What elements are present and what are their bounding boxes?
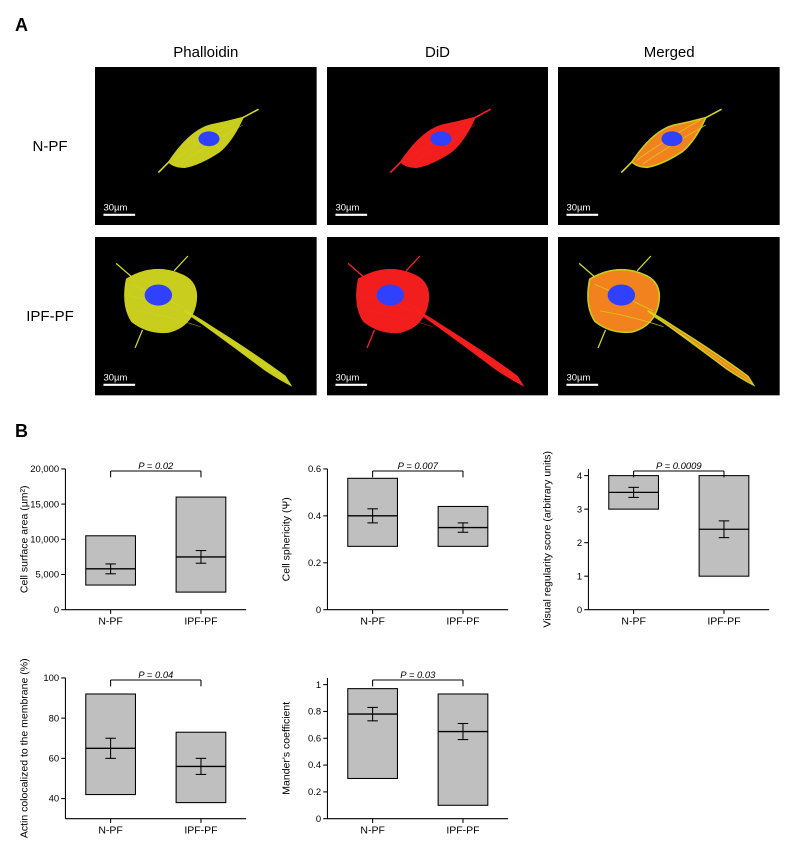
svg-text:P = 0.03: P = 0.03: [400, 670, 436, 681]
svg-text:0: 0: [54, 605, 59, 616]
svg-text:Cell surface area (µm²): Cell surface area (µm²): [19, 485, 31, 593]
svg-text:N-PF: N-PF: [360, 615, 385, 627]
svg-text:Mander's coefficient: Mander's coefficient: [280, 702, 292, 795]
svg-text:0.2: 0.2: [308, 787, 321, 798]
svg-text:IPF-PF: IPF-PF: [708, 615, 741, 627]
svg-text:P = 0.04: P = 0.04: [138, 670, 173, 681]
svg-text:Visual regularity score (arbit: Visual regularity score (arbitrary units…: [542, 451, 554, 628]
micro-ipf-merged: 30µm: [558, 237, 780, 395]
panel-a-col-headers: Phalloidin DiD Merged: [15, 44, 780, 61]
svg-text:10,000: 10,000: [30, 534, 59, 545]
svg-text:0: 0: [316, 814, 321, 825]
svg-text:0: 0: [316, 605, 321, 616]
svg-text:IPF-PF: IPF-PF: [184, 824, 217, 836]
panel-a: A Phalloidin DiD Merged N-PF 30µm 30µm: [15, 15, 780, 396]
micro-npf-did: 30µm: [327, 67, 549, 225]
svg-text:P = 0.02: P = 0.02: [138, 461, 174, 472]
micro-ipf-did: 30µm: [327, 237, 549, 395]
svg-text:20,000: 20,000: [30, 464, 59, 475]
svg-text:30µm: 30µm: [567, 373, 591, 384]
svg-text:30µm: 30µm: [103, 203, 127, 214]
svg-text:0.8: 0.8: [308, 706, 321, 717]
svg-text:Actin colocalized to the membr: Actin colocalized to the membrane (%): [19, 659, 31, 838]
col-header-did: DiD: [327, 44, 549, 61]
svg-text:0.6: 0.6: [308, 733, 321, 744]
svg-text:0.4: 0.4: [308, 511, 321, 522]
svg-text:3: 3: [577, 504, 582, 515]
svg-text:1: 1: [577, 571, 582, 582]
svg-text:30µm: 30µm: [567, 203, 591, 214]
panel-b-grid: 0 5,000 10,000 15,000 20,000 N-PF IPF-PF P = 0.…: [15, 450, 780, 848]
panel-a-row-ipf: IPF-PF 30µm 30µm: [15, 237, 780, 395]
svg-text:Cell sphericity (Ψ): Cell sphericity (Ψ): [280, 497, 292, 581]
svg-text:0.4: 0.4: [308, 760, 321, 771]
chart-manders: 0 0.2 0.4 0.6 0.8 1 N-PF IPF-PF P = 0.03 Mander's…: [277, 659, 519, 848]
panel-a-row-npf: N-PF 30µm 30µm 30µm: [15, 67, 780, 225]
svg-text:4: 4: [577, 470, 582, 481]
svg-text:0: 0: [577, 605, 582, 616]
row-label-ipf: IPF-PF: [15, 308, 85, 325]
svg-text:P = 0.007: P = 0.007: [397, 461, 438, 472]
svg-text:P = 0.0009: P = 0.0009: [656, 461, 702, 472]
panel-b-label: B: [15, 421, 780, 442]
svg-text:1: 1: [316, 680, 321, 691]
svg-text:40: 40: [49, 794, 60, 805]
svg-text:5,000: 5,000: [36, 569, 60, 580]
col-header-merged: Merged: [558, 44, 780, 61]
svg-text:N-PF: N-PF: [98, 615, 123, 627]
row-label-npf: N-PF: [15, 138, 85, 155]
figure-root: A Phalloidin DiD Merged N-PF 30µm 30µm: [15, 15, 780, 848]
chart-regularity: 0 1 2 3 4 N-PF IPF-PF P = 0.0009 Visual regulari…: [538, 450, 780, 639]
svg-text:100: 100: [43, 673, 59, 684]
micro-ipf-phalloidin: 30µm: [95, 237, 317, 395]
svg-text:IPF-PF: IPF-PF: [446, 615, 479, 627]
svg-text:30µm: 30µm: [103, 373, 127, 384]
micro-npf-phalloidin: 30µm: [95, 67, 317, 225]
svg-text:0.2: 0.2: [308, 558, 321, 569]
svg-text:0.6: 0.6: [308, 464, 321, 475]
chart-sphericity: 0 0.2 0.4 0.6 N-PF IPF-PF P = 0.007 Cell spheri…: [277, 450, 519, 639]
svg-text:80: 80: [49, 713, 60, 724]
svg-text:N-PF: N-PF: [360, 824, 385, 836]
svg-text:2: 2: [577, 537, 582, 548]
svg-text:N-PF: N-PF: [622, 615, 647, 627]
svg-text:30µm: 30µm: [335, 203, 359, 214]
svg-text:IPF-PF: IPF-PF: [446, 824, 479, 836]
panel-a-label: A: [15, 15, 780, 36]
svg-text:IPF-PF: IPF-PF: [184, 615, 217, 627]
col-header-phalloidin: Phalloidin: [95, 44, 317, 61]
micro-npf-merged: 30µm: [558, 67, 780, 225]
chart-surface_area: 0 5,000 10,000 15,000 20,000 N-PF IPF-PF P = 0.…: [15, 450, 257, 639]
svg-text:60: 60: [49, 753, 60, 764]
chart-actin_coloc: 40 60 80 100 N-PF IPF-PF P = 0.04 Actin colocal…: [15, 659, 257, 848]
svg-text:30µm: 30µm: [335, 373, 359, 384]
svg-text:15,000: 15,000: [30, 499, 59, 510]
svg-text:N-PF: N-PF: [98, 824, 123, 836]
